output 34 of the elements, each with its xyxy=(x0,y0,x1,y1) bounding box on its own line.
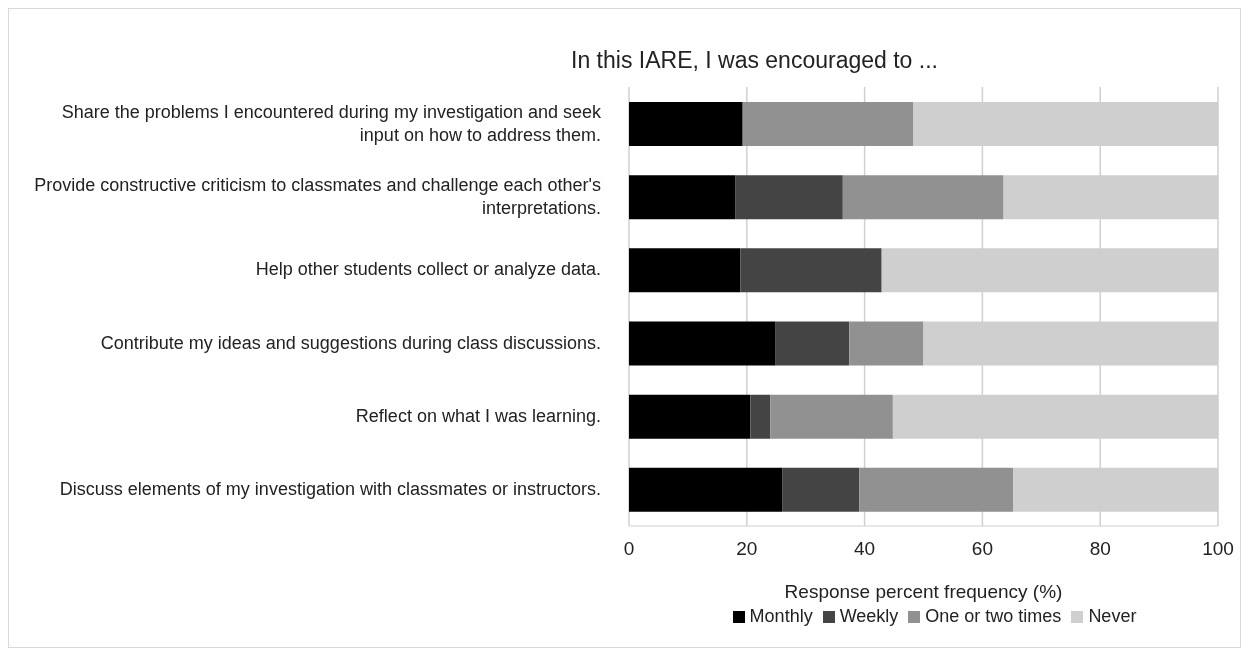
bar xyxy=(629,175,736,220)
bar xyxy=(742,102,914,146)
bar xyxy=(629,248,741,293)
bar xyxy=(629,467,783,512)
y-tick-label: Share the problems I encountered during my investigation and seek input on how to address them. xyxy=(60,100,601,147)
x-tick-label: 20 xyxy=(736,538,758,560)
bar xyxy=(740,248,882,293)
bar xyxy=(735,175,843,220)
legend-label: Monthly xyxy=(748,606,813,627)
bar xyxy=(629,394,751,439)
x-axis-title: Response percent frequency (%) xyxy=(784,581,1063,602)
bar xyxy=(770,394,893,439)
legend-label: Never xyxy=(1087,606,1137,627)
y-tick-label: Contribute my ideas and suggestions during class discussions. xyxy=(100,331,601,355)
x-tick-label: 60 xyxy=(971,538,993,560)
y-tick-label: Provide constructive criticism to classmates and challenge each other's interpretations. xyxy=(33,173,601,220)
bar xyxy=(859,467,1014,512)
x-tick-label: 40 xyxy=(854,538,876,560)
chart-title: In this IARE, I was encouraged to ... xyxy=(570,46,939,75)
y-tick-label: Reflect on what I was learning. xyxy=(355,404,601,428)
x-tick-label: 0 xyxy=(623,538,635,560)
x-tick-label: 100 xyxy=(1202,538,1234,560)
bar xyxy=(775,321,850,366)
bar xyxy=(849,321,924,366)
y-tick-label: Help other students collect or analyze data. xyxy=(255,258,601,282)
bar xyxy=(629,321,776,366)
bar xyxy=(629,102,743,146)
bar xyxy=(782,467,860,512)
x-tick-label: 80 xyxy=(1089,538,1111,560)
bar xyxy=(842,175,1004,220)
legend-label: Weekly xyxy=(838,606,899,627)
legend-label: One or two times xyxy=(924,606,1062,627)
bar xyxy=(750,394,771,439)
y-tick-label: Discuss elements of my investigation with classmates or instructors. xyxy=(59,477,601,501)
